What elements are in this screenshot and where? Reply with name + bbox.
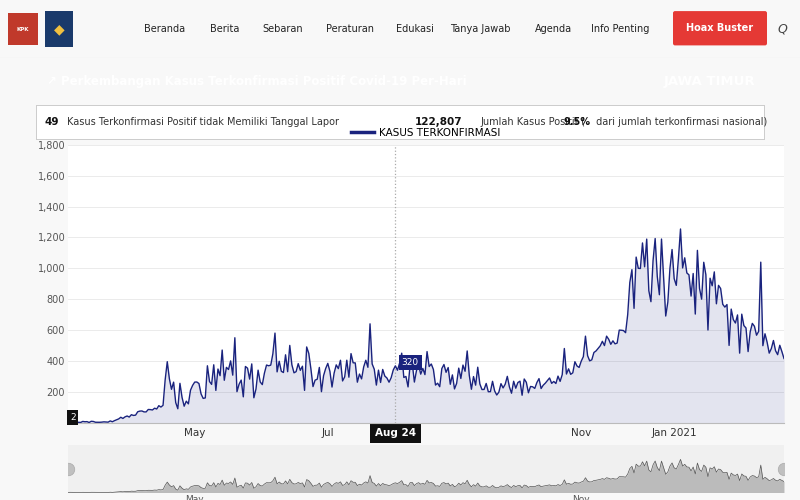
- FancyBboxPatch shape: [8, 13, 38, 46]
- Text: Edukasi: Edukasi: [396, 24, 434, 34]
- FancyBboxPatch shape: [673, 11, 767, 46]
- Text: Agenda: Agenda: [534, 24, 571, 34]
- Text: Tanya Jawab: Tanya Jawab: [450, 24, 510, 34]
- Text: 122,807: 122,807: [414, 117, 462, 127]
- Text: ↗ Perkembangan Kasus Terkonfirmasi Positif Covid-19 Per-Hari: ↗ Perkembangan Kasus Terkonfirmasi Posit…: [47, 76, 466, 88]
- Text: 2: 2: [70, 413, 76, 422]
- Text: JAWA TIMUR: JAWA TIMUR: [664, 76, 755, 88]
- Text: dari jumlah terkonfirmasi nasional): dari jumlah terkonfirmasi nasional): [593, 117, 767, 127]
- Text: Beranda: Beranda: [145, 24, 186, 34]
- Text: KPK: KPK: [17, 27, 30, 32]
- Text: 320: 320: [402, 358, 419, 367]
- Text: Q: Q: [777, 23, 787, 36]
- Text: Peraturan: Peraturan: [326, 24, 374, 34]
- Legend: KASUS TERKONFIRMASI: KASUS TERKONFIRMASI: [347, 124, 505, 142]
- Text: Berita: Berita: [210, 24, 240, 34]
- Text: ◆: ◆: [54, 22, 64, 36]
- Text: Sebaran: Sebaran: [262, 24, 303, 34]
- Text: Info Penting: Info Penting: [591, 24, 649, 34]
- Text: 49: 49: [45, 117, 59, 127]
- Text: 9.5%: 9.5%: [564, 117, 590, 127]
- Text: Kasus Terkonfirmasi Positif tidak Memiliki Tanggal Lapor: Kasus Terkonfirmasi Positif tidak Memili…: [66, 117, 338, 127]
- FancyBboxPatch shape: [45, 11, 73, 48]
- Text: Jumlah Kasus Positif (: Jumlah Kasus Positif (: [480, 117, 585, 127]
- Text: Hoax Buster: Hoax Buster: [686, 23, 754, 33]
